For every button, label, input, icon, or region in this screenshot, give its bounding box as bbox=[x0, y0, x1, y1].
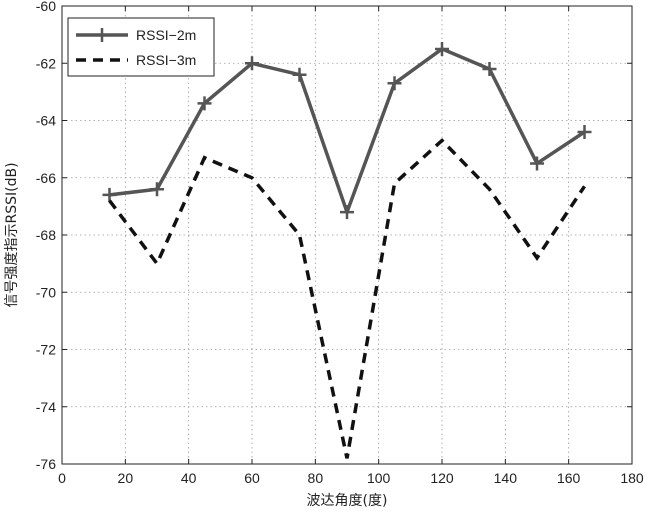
x-tick-label: 80 bbox=[308, 470, 324, 486]
y-tick-label: -60 bbox=[36, 0, 56, 14]
series-point-marker bbox=[103, 188, 117, 202]
x-tick-label: 180 bbox=[620, 470, 644, 486]
y-tick-label: -74 bbox=[36, 399, 56, 415]
series-line-1 bbox=[110, 141, 585, 459]
y-tick-label: -76 bbox=[36, 456, 56, 472]
series-point-marker bbox=[483, 62, 497, 76]
y-tick-label: -70 bbox=[36, 284, 56, 300]
x-tick-label: 0 bbox=[58, 470, 66, 486]
legend-label-rssi-3m: RSSI−3m bbox=[136, 52, 196, 68]
x-tick-label: 140 bbox=[494, 470, 518, 486]
x-tick-label: 20 bbox=[118, 470, 134, 486]
y-tick-label: -72 bbox=[36, 342, 56, 358]
y-tick-label: -64 bbox=[36, 113, 56, 129]
y-tick-label: -66 bbox=[36, 170, 56, 186]
legend: RSSI−2m RSSI−3m bbox=[68, 18, 214, 76]
series-layer bbox=[103, 42, 592, 458]
x-tick-label: 40 bbox=[181, 470, 197, 486]
series-point-marker bbox=[340, 205, 354, 219]
legend-label-rssi-2m: RSSI−2m bbox=[136, 27, 196, 43]
y-tick-label: -62 bbox=[36, 55, 56, 71]
x-tick-label: 60 bbox=[244, 470, 260, 486]
series-point-marker bbox=[150, 182, 164, 196]
y-tick-label: -68 bbox=[36, 227, 56, 243]
x-tick-label: 120 bbox=[430, 470, 454, 486]
series-point-marker bbox=[293, 68, 307, 82]
x-tick-label: 160 bbox=[557, 470, 581, 486]
y-axis-title: 信号强度指示RSSI(dB) bbox=[4, 162, 20, 307]
x-axis-title: 波达角度(度) bbox=[307, 493, 388, 509]
x-tick-label: 100 bbox=[367, 470, 391, 486]
